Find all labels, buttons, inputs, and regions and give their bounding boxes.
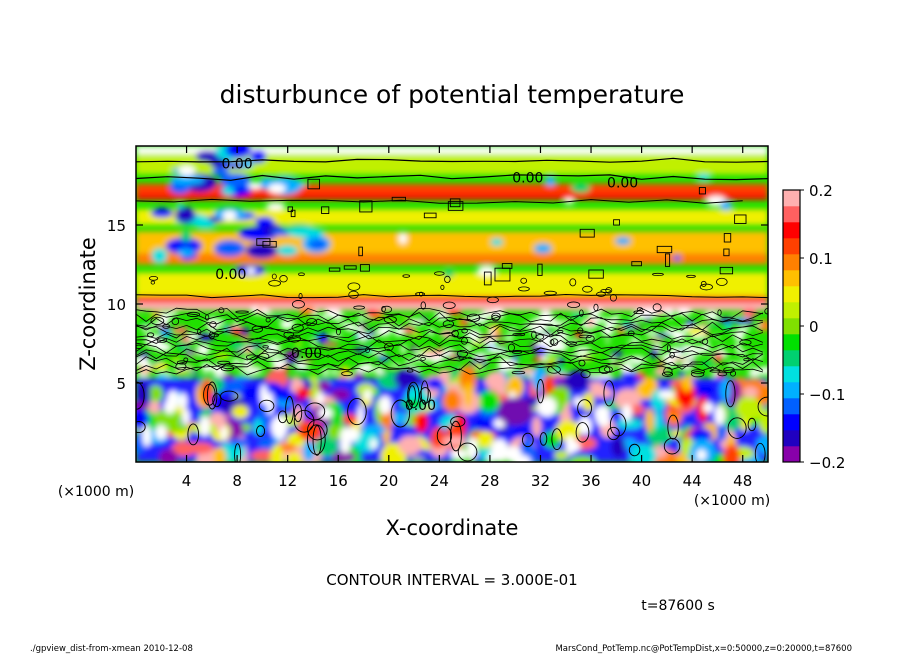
x-tick-label: 12 (278, 472, 297, 490)
colorbar-tick-label: 0.2 (809, 182, 833, 200)
y-tick-label: 10 (107, 296, 126, 314)
colorbar (782, 189, 801, 463)
x-tick-label: 48 (733, 472, 752, 490)
colorbar-swatch (783, 206, 800, 223)
x-tick-label: 16 (329, 472, 348, 490)
time-label: t=87600 s (641, 598, 715, 614)
x-axis-ticks: 4 8 12 16 20 24 28 32 36 40 44 48 (182, 146, 752, 490)
y-tick-label: 5 (116, 375, 126, 393)
colorbar-swatch (783, 334, 800, 351)
x-tick-label: 44 (683, 472, 702, 490)
contour-label: 0.00 (512, 171, 543, 187)
contour-label: 0.00 (215, 267, 246, 283)
colorbar-swatch (783, 286, 800, 303)
colorbar-swatch (783, 430, 800, 447)
colorbar-swatch (783, 318, 800, 335)
contour-interval: CONTOUR INTERVAL = 3.000E-01 (326, 571, 577, 589)
colorbar-swatch (783, 238, 800, 255)
contour-label: 0.00 (291, 346, 322, 362)
x-tick-label: 4 (182, 472, 192, 490)
colorbar-tick-label: 0 (809, 318, 819, 336)
colorbar-swatch (783, 414, 800, 431)
x-axis-unit: (×1000 m) (694, 493, 770, 509)
x-tick-label: 20 (379, 472, 398, 490)
footer-right: MarsCond_PotTemp.nc@PotTempDist,x=0:5000… (555, 644, 852, 654)
plot-area (136, 146, 768, 462)
x-axis-label: X-coordinate (386, 516, 519, 540)
colorbar-swatch (783, 254, 800, 271)
x-tick-label: 8 (232, 472, 242, 490)
x-tick-label: 36 (581, 472, 600, 490)
contour-labels: 0.00 0.00 0.00 0.00 0.00 0.00 (215, 156, 638, 414)
x-tick-label: 24 (430, 472, 449, 490)
colorbar-swatch (783, 190, 800, 207)
colorbar-swatch (783, 382, 800, 399)
contour-lines (136, 157, 768, 462)
colorbar-swatch (783, 270, 800, 287)
colorbar-swatch (783, 302, 800, 319)
x-tick-label: 32 (531, 472, 550, 490)
colorbar-swatch (783, 398, 800, 415)
y-tick-label: 15 (107, 217, 126, 235)
colorbar-swatch (783, 366, 800, 383)
field-shading (136, 146, 768, 462)
contour-label: 0.00 (405, 398, 436, 414)
chart-title: disturbunce of potential temperature (220, 80, 685, 109)
colorbar-swatch (783, 350, 800, 367)
colorbar-swatch (783, 446, 800, 463)
footer-left: ./gpview_dist-from-xmean 2010-12-08 (30, 644, 193, 654)
colorbar-tick-label: −0.1 (809, 386, 845, 404)
z-axis-unit: (×1000 m) (58, 484, 134, 500)
contour-label: 0.00 (222, 156, 253, 172)
y-axis-label: Z-coordinate (76, 237, 100, 371)
colorbar-tick-label: 0.1 (809, 250, 833, 268)
contour-label: 0.00 (607, 175, 638, 191)
colorbar-tick-label: −0.2 (809, 454, 845, 472)
colorbar-swatch (783, 222, 800, 239)
colorbar-ticks: 0.2 0.1 0 −0.1 −0.2 (800, 182, 845, 472)
x-tick-label: 28 (480, 472, 499, 490)
x-tick-label: 40 (632, 472, 651, 490)
y-axis-ticks: 5 10 15 (107, 217, 768, 393)
